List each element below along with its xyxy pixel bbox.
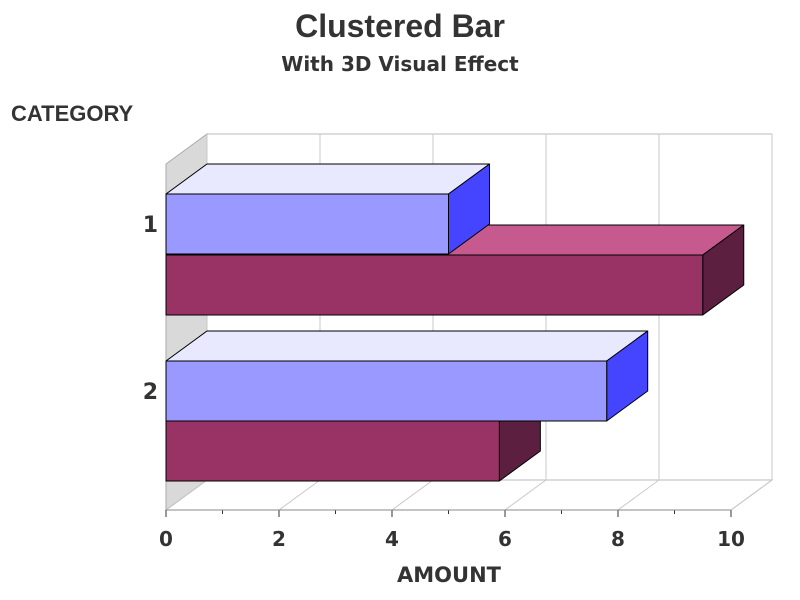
floor-gridline [504,479,547,511]
floor-gridline [278,479,321,511]
floor [164,479,774,511]
bar-top-face [165,330,649,362]
chart-subtitle: With 3D Visual Effect [281,52,519,76]
bar-top-face [165,163,490,195]
bar-front-face [165,420,500,482]
x-axis-label: AMOUNT [397,563,501,587]
y-axis-label: CATEGORY [11,101,134,126]
floor-gridline [165,479,208,511]
y-tick-label: 1 [143,213,158,238]
x-tick-label: 2 [272,527,286,551]
floor-gridline [730,479,773,511]
bar-front-face [165,254,704,316]
y-tick-label: 2 [143,380,158,405]
bar-front-face [165,360,608,422]
x-tick-label: 6 [498,527,512,551]
bar-series1-cat1 [165,163,490,255]
x-tick-label: 10 [717,527,745,551]
floor-gridline [391,479,434,511]
bar-series2-cat1 [165,224,745,316]
x-tick-label: 4 [385,527,399,551]
x-tick-label: 0 [159,527,173,551]
bar-series1-cat2 [165,330,649,422]
x-tick-label: 8 [611,527,625,551]
bar-front-face [165,193,449,255]
chart-title: Clustered Bar [295,8,505,44]
floor-gridline [617,479,660,511]
